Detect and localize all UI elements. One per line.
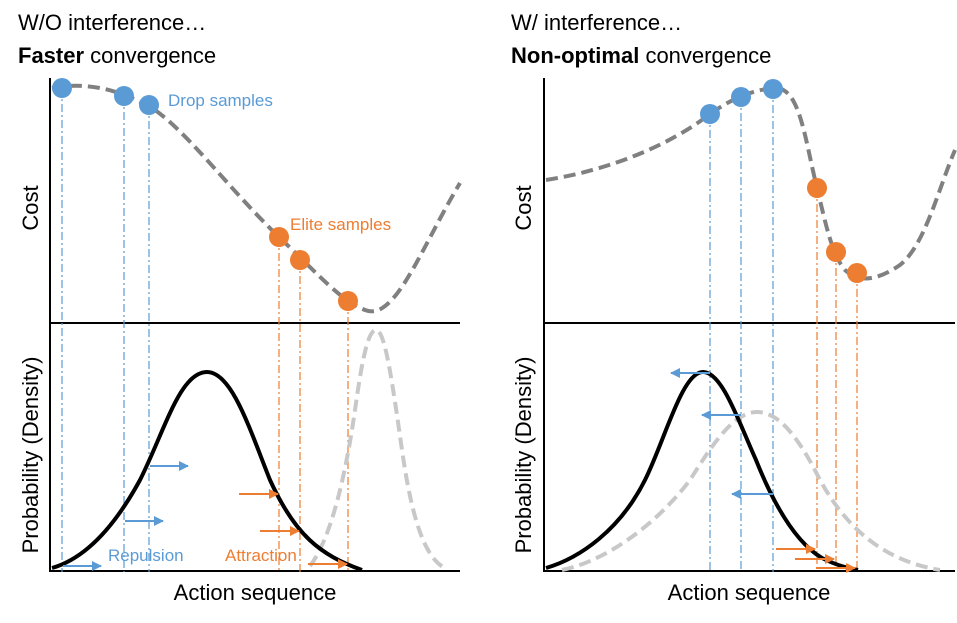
left-density-label: Probability (Density) <box>18 357 43 554</box>
left-title-line2: Faster convergence <box>18 43 216 68</box>
right-repulsion-arrows <box>670 368 773 499</box>
left-elite-guides <box>278 237 349 572</box>
right-elite-guides <box>816 188 858 572</box>
attraction-label: Attraction <box>225 546 297 565</box>
right-density-label: Probability (Density) <box>511 357 536 554</box>
right-drop-point-2 <box>731 87 751 107</box>
left-title-rest: convergence <box>84 43 216 68</box>
left-title-line1: W/O interference… <box>18 10 206 35</box>
right-elite-point-3 <box>847 263 867 283</box>
left-title-bold: Faster <box>18 43 84 68</box>
right-drop-guides <box>709 89 774 572</box>
right-elite-samples <box>807 178 867 283</box>
right-elite-point-2 <box>826 242 846 262</box>
right-title-line1: W/ interference… <box>511 10 682 35</box>
left-x-label: Action sequence <box>174 580 337 605</box>
left-elite-point-2 <box>290 250 310 270</box>
drop-samples-label: Drop samples <box>168 91 273 110</box>
left-drop-point-1 <box>52 78 72 98</box>
left-elite-point-3 <box>338 291 358 311</box>
right-attraction-arrows <box>776 544 856 573</box>
left-repulsion-arrows <box>63 461 189 571</box>
repulsion-label: Repulsion <box>108 546 184 565</box>
right-cost-curve <box>545 85 957 281</box>
left-drop-guides <box>61 88 150 572</box>
right-drop-samples <box>700 79 783 124</box>
left-new-density <box>308 327 447 570</box>
left-elite-samples <box>269 227 358 311</box>
left-cost-label: Cost <box>18 185 43 230</box>
left-panel: W/O interference… Faster convergence Cos… <box>18 10 462 605</box>
left-drop-point-3 <box>139 95 159 115</box>
right-title-rest: convergence <box>639 43 771 68</box>
right-panel: W/ interference… Non-optimal convergence… <box>511 10 957 605</box>
right-density-curve <box>545 369 859 572</box>
right-new-density <box>561 409 941 572</box>
right-drop-point-1 <box>700 104 720 124</box>
left-attraction-arrows <box>239 489 348 569</box>
right-title-bold: Non-optimal <box>511 43 639 68</box>
left-drop-samples <box>52 78 159 115</box>
right-drop-point-3 <box>763 79 783 99</box>
right-elite-point-1 <box>807 178 827 198</box>
right-title-line2: Non-optimal convergence <box>511 43 771 68</box>
left-cost-curve <box>51 83 462 314</box>
left-drop-point-2 <box>114 86 134 106</box>
right-cost-label: Cost <box>511 185 536 230</box>
left-density-curve <box>51 369 363 572</box>
right-x-label: Action sequence <box>668 580 831 605</box>
elite-samples-label: Elite samples <box>290 215 391 234</box>
left-elite-point-1 <box>269 227 289 247</box>
